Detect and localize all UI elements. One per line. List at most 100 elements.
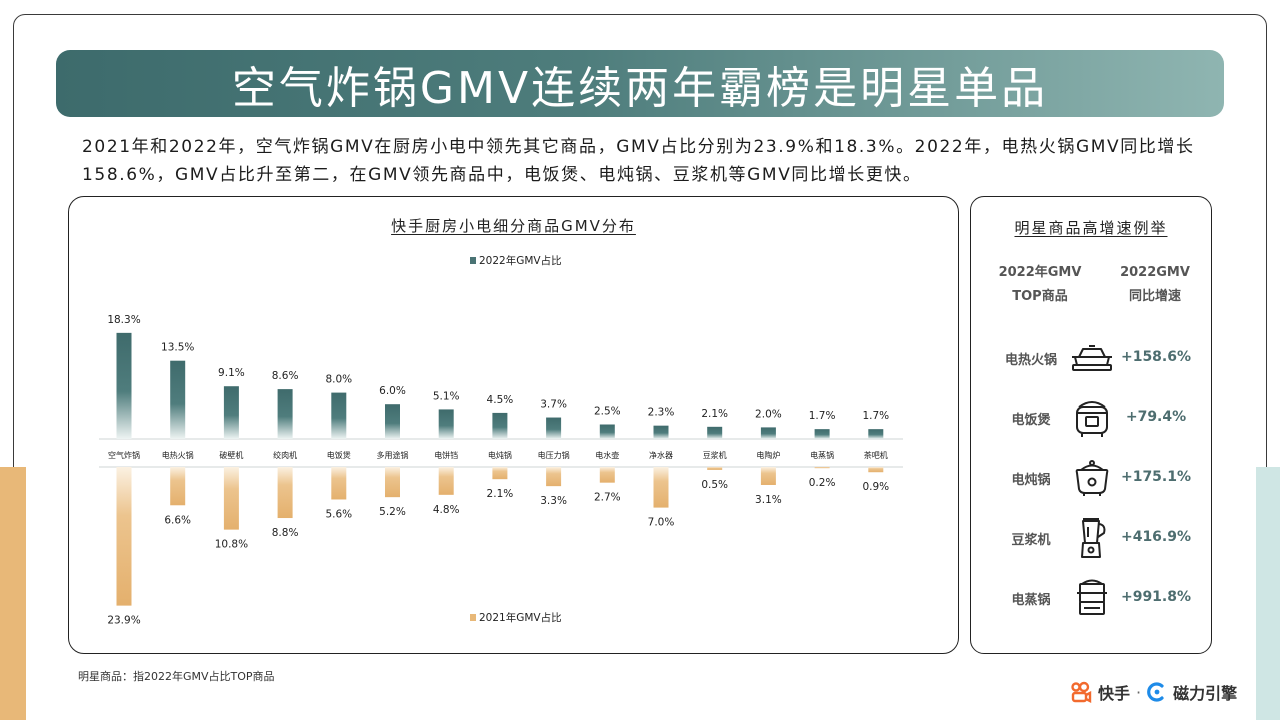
data-label-2021: 5.2% [379,506,406,518]
data-label-2021: 0.2% [809,477,836,489]
star-product-row: 电蒸锅 +991.8% [971,575,1211,625]
data-label-2021: 0.5% [701,479,728,491]
data-label-2021: 2.1% [487,488,514,500]
bar-2022 [438,409,454,439]
category-label: 茶吧机 [864,450,888,460]
left-accent-strip [0,467,26,720]
product-name: 电炖锅 [1011,473,1051,488]
bar-2021 [707,467,723,470]
star-product-row: 电炖锅 +175.1% [971,455,1211,505]
data-label-2021: 4.8% [433,504,460,516]
star-product-row: 电饭煲 +79.4% [971,395,1211,445]
data-label-2021: 6.6% [164,514,191,526]
bar-2022 [599,424,615,439]
bar-2021 [331,467,347,500]
bar-2022 [170,360,186,439]
category-label: 电陶炉 [756,450,780,460]
star-products-title: 明星商品高增速例举 [1014,219,1168,237]
product-name: 电饭煲 [1011,413,1051,428]
data-label-2022: 2.3% [648,407,675,419]
column-header-line: 2022年GMV [998,265,1082,280]
growth-value: +158.6% [1120,349,1192,365]
bar-2021 [599,467,615,483]
stew-pot-icon [1075,460,1109,496]
bar-2022 [653,425,669,439]
category-label: 绞肉机 [273,450,297,460]
data-label-2022: 8.6% [272,370,299,382]
chart-panel: 18.3% 空气炸锅 23.9% 13.5% 电热火锅 6.6% 9.1% 破壁机 10.8% 8… [68,196,959,654]
bar-2021 [760,467,776,485]
category-label: 豆浆机 [703,450,727,460]
bar-2021 [277,467,293,519]
legend-label-2021: 2021年GMV占比 [479,611,562,624]
cili-brand-text: 磁力引擎 [1173,684,1238,703]
category-label: 空气炸锅 [108,450,140,460]
bar-2022 [385,404,400,439]
growth-value: +991.8% [1120,589,1192,605]
steamer-icon [1077,579,1107,615]
bar-2021 [438,467,454,495]
star-product-row: 电热火锅 +158.6% [971,335,1211,385]
bar-2022 [331,392,347,439]
hot-pot-icon [1072,345,1112,371]
column-header-top-products: 2022年GMV TOP商品 [985,261,1095,309]
data-label-2022: 1.7% [809,410,836,422]
column-header-line: 2022GMV [1120,265,1190,280]
bar-2021 [653,467,669,508]
bar-2021 [170,467,186,506]
data-label-2022: 1.7% [862,410,889,422]
slide-frame [13,14,1267,720]
bar-2021 [223,467,239,530]
bar-2021 [385,467,400,498]
footnote: 明星商品：指2022年GMV占比TOP商品 [78,670,275,683]
data-label-2022: 2.5% [594,406,621,418]
data-label-2021: 2.7% [594,492,621,504]
kuaishou-logo-icon [1071,681,1092,703]
bar-2021 [814,467,830,469]
growth-value: +79.4% [1125,409,1187,425]
product-name: 豆浆机 [1011,533,1051,548]
column-header-line: 同比增速 [1128,289,1181,304]
summary-text: 2021年和2022年，空气炸锅GMV在厨房小电中领先其它商品，GMV占比分别为… [82,137,1195,185]
data-label-2022: 5.1% [433,390,460,402]
bar-2021 [546,467,562,487]
legend-swatch-2022 [470,257,476,264]
category-label: 电热火锅 [162,450,194,460]
chart-title: 快手厨房小电细分商品GMV分布 [391,217,636,235]
bar-2022 [277,389,293,439]
kuaishou-brand-text: 快手 [1098,684,1131,703]
data-label-2021: 10.8% [215,539,248,551]
category-label: 电饭煲 [327,450,351,460]
data-label-2022: 6.0% [379,385,406,397]
data-label-2021: 7.0% [648,517,675,529]
data-label-2021: 23.9% [107,615,140,627]
bar-2022 [760,427,776,439]
growth-value: +416.9% [1120,529,1192,545]
data-label-2022: 3.7% [540,399,567,411]
gmv-distribution-chart: 18.3% 空气炸锅 23.9% 13.5% 电热火锅 6.6% 9.1% 破壁机 10.8% 8… [99,254,903,627]
bar-2022 [868,429,884,439]
column-header-line: TOP商品 [1012,289,1068,304]
page-title: 空气炸锅GMV连续两年霸榜是明星单品 [231,62,1049,114]
right-accent-strip [1256,467,1280,720]
brand-logos: 快手 · 磁力引擎 [1070,680,1237,704]
category-label: 电饼铛 [434,450,458,460]
column-header-growth: 2022GMV 同比增速 [1100,261,1210,309]
data-label-2021: 0.9% [862,481,889,493]
growth-value: +175.1% [1120,469,1192,485]
data-label-2022: 13.5% [161,342,194,354]
bar-2022 [814,429,830,439]
title-banner: 空气炸锅GMV连续两年霸榜是明星单品 [56,50,1224,117]
product-name: 电热火锅 [1004,353,1057,368]
data-label-2021: 3.1% [755,494,782,506]
brand-separator: · [1136,682,1142,702]
category-label: 多用途锅 [377,450,409,460]
product-name: 电蒸锅 [1011,593,1051,608]
bar-2021 [116,467,132,606]
category-label: 电水壶 [595,450,619,460]
bar-2021 [868,467,884,473]
data-label-2022: 18.3% [107,314,140,326]
data-label-2021: 8.8% [272,527,299,539]
category-label: 电炖锅 [488,450,512,460]
category-label: 电蒸锅 [810,450,834,460]
